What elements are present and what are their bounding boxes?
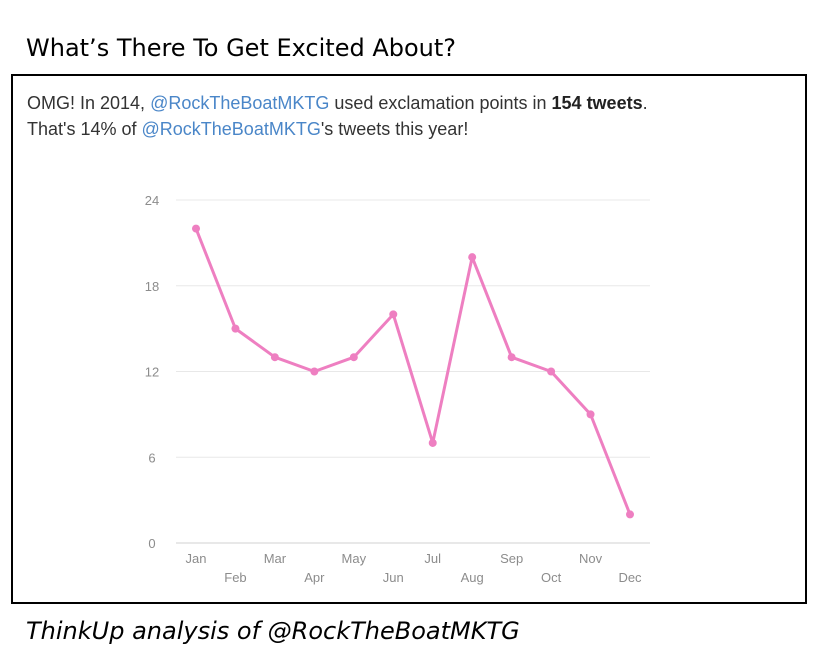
handle-link-2[interactable]: @RockTheBoatMKTG: [141, 119, 321, 139]
series-line: [194, 227, 632, 516]
y-tick-label: 24: [145, 193, 159, 208]
data-point: [192, 224, 200, 233]
data-point: [270, 353, 279, 362]
insight-line-1: OMG! In 2014, @RockTheBoatMKTG used excl…: [27, 90, 797, 116]
data-point: [626, 510, 634, 519]
x-tick-label: May: [342, 551, 367, 566]
insight-line1-middle: used exclamation points in: [329, 93, 552, 113]
x-tick-label: Feb: [224, 570, 246, 585]
x-tick-label: Jan: [186, 551, 207, 566]
data-point: [389, 310, 398, 319]
x-tick-label: Nov: [579, 551, 603, 566]
x-tick-label: Jun: [383, 570, 404, 585]
insight-line-2: That's 14% of @RockTheBoatMKTG's tweets …: [27, 116, 797, 142]
insight-line1-suffix: .: [642, 93, 648, 113]
x-tick-label: Oct: [541, 570, 562, 585]
insight-line2-suffix: 's tweets this year!: [320, 119, 469, 139]
x-tick-label: Jul: [424, 551, 441, 566]
y-tick-label: 18: [145, 279, 159, 294]
data-point: [231, 324, 240, 333]
x-tick-label: Aug: [461, 570, 484, 585]
data-point: [349, 353, 358, 362]
slide-title: What’s There To Get Excited About?: [26, 34, 457, 62]
insight-text: OMG! In 2014, @RockTheBoatMKTG used excl…: [27, 90, 797, 142]
tweet-count: 154 tweets: [551, 93, 643, 113]
insight-panel: OMG! In 2014, @RockTheBoatMKTG used excl…: [11, 74, 807, 604]
data-point: [468, 253, 477, 262]
x-tick-label: Mar: [264, 551, 287, 566]
insight-line1-prefix: OMG! In 2014,: [27, 93, 151, 113]
data-point: [428, 438, 437, 447]
data-point: [547, 367, 556, 376]
insight-line2-prefix: That's 14% of: [27, 119, 142, 139]
data-point: [507, 353, 516, 362]
handle-link[interactable]: @RockTheBoatMKTG: [150, 93, 330, 113]
data-point: [310, 367, 319, 376]
data-point: [586, 410, 595, 419]
y-tick-label: 0: [148, 536, 155, 551]
y-tick-label: 12: [145, 365, 159, 380]
line-chart: 0 6 12 18 24 Jan Feb Mar Apr May Jun Jul Aug Sep Oct No…: [145, 193, 650, 585]
x-tick-label: Sep: [500, 551, 523, 566]
x-tick-label: Apr: [304, 570, 325, 585]
y-tick-label: 6: [148, 450, 155, 465]
x-tick-label: Dec: [618, 570, 642, 585]
slide-caption: ThinkUp analysis of @RockTheBoatMKTG: [26, 617, 520, 645]
